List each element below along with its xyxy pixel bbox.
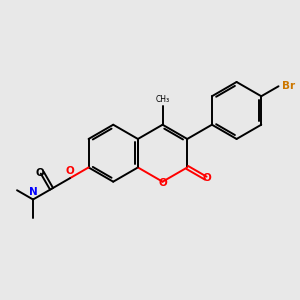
Text: O: O xyxy=(66,166,74,176)
Text: N: N xyxy=(29,187,38,196)
Text: CH₃: CH₃ xyxy=(155,95,170,104)
Text: O: O xyxy=(203,173,212,183)
Text: O: O xyxy=(35,168,44,178)
Text: O: O xyxy=(158,178,167,188)
Text: Br: Br xyxy=(282,81,295,91)
